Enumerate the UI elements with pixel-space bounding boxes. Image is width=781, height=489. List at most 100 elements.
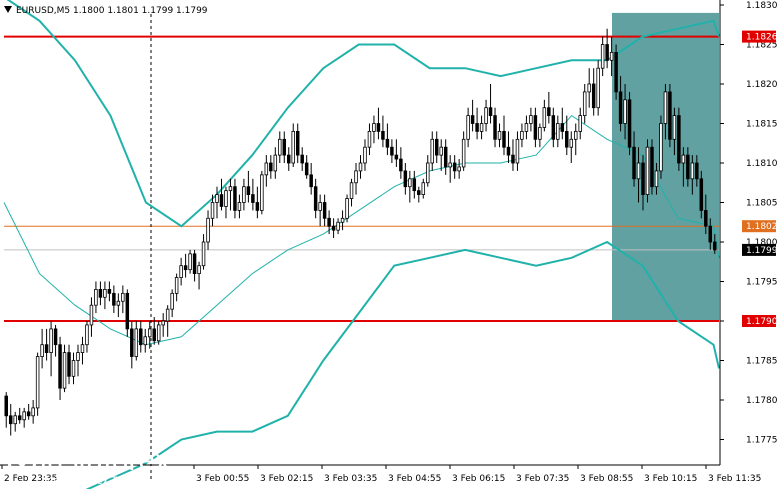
candle-body-150	[677, 115, 681, 164]
candle-body-155	[699, 178, 704, 211]
candle-body-57	[260, 174, 264, 211]
watermark-logo: instaforex Instant Forex Trading	[7, 444, 170, 487]
candle-body-12	[58, 344, 62, 389]
candle-body-27	[125, 292, 130, 330]
y-tick-label-4: 1.1810	[746, 159, 778, 169]
candle-body-149	[672, 115, 677, 140]
candle-body-136	[614, 52, 618, 93]
y-tick-label-10: 1.1780	[746, 396, 778, 406]
candle-body-50	[228, 186, 233, 192]
candle-body-122	[551, 115, 556, 140]
candle-body-68	[309, 174, 313, 188]
candle-body-16	[76, 352, 80, 361]
candle-body-158	[713, 241, 717, 251]
candle-body-25	[116, 300, 121, 306]
candle-body-153	[690, 162, 695, 180]
y-tick-label-5: 1.1805	[746, 199, 778, 209]
candle-body-0	[4, 395, 8, 417]
candle-body-4	[22, 411, 26, 421]
candle-body-108	[488, 107, 493, 116]
candle-body-124	[560, 123, 565, 132]
candle-body-85	[385, 138, 390, 148]
candle-body-120	[542, 107, 547, 128]
candle-body-62	[282, 138, 287, 156]
candle-body-1	[8, 415, 13, 425]
candle-body-156	[704, 209, 708, 227]
candle-body-51	[233, 186, 237, 211]
candle-body-37	[170, 292, 174, 310]
candle-body-77	[349, 182, 354, 199]
candle-body-133	[600, 44, 605, 69]
candle-body-107	[484, 107, 488, 124]
candle-body-14	[67, 352, 71, 377]
candle-body-36	[165, 308, 170, 322]
highlight-zone	[612, 12, 719, 322]
candle-body-113	[511, 154, 515, 164]
candle-body-137	[618, 91, 623, 124]
candle-body-20	[94, 288, 98, 306]
candle-body-116	[524, 123, 529, 132]
horizontal-levels-layer	[4, 35, 719, 322]
y-tick-label-9: 1.1785	[746, 357, 778, 367]
candle-body-70	[318, 202, 322, 211]
candle-body-31	[143, 336, 148, 346]
candle-body-104	[470, 115, 475, 124]
candle-body-157	[708, 225, 713, 243]
x-tick-label-5: 3 Feb 06:15	[452, 474, 505, 484]
current-price-badge	[742, 243, 776, 256]
candle-body-63	[287, 154, 291, 164]
candle-body-98	[443, 146, 448, 168]
symbol-header: EURUSD,M5 1.1800 1.1801 1.1799 1.1799	[4, 6, 208, 16]
candle-body-154	[695, 162, 699, 180]
candle-body-146	[659, 123, 663, 172]
band-middle	[3, 114, 720, 346]
candle-body-71	[322, 202, 327, 219]
candle-body-87	[394, 154, 399, 160]
candle-body-105	[475, 123, 479, 132]
candle-body-39	[179, 265, 183, 278]
candle-body-40	[183, 265, 188, 271]
candle-body-79	[358, 162, 363, 172]
candle-body-42	[192, 253, 197, 275]
symbol-title: EURUSD,M5 1.1800 1.1801 1.1799 1.1799	[16, 6, 208, 16]
candle-body-126	[569, 138, 574, 148]
candle-body-95	[430, 138, 434, 164]
candle-body-76	[345, 198, 349, 219]
candle-body-94	[426, 162, 430, 184]
candle-body-47	[215, 194, 219, 203]
x-tick-label-7: 3 Feb 08:55	[580, 474, 633, 484]
candle-body-138	[623, 99, 627, 124]
candle-body-3	[17, 415, 22, 421]
candle-body-80	[363, 146, 367, 164]
candle-body-147	[663, 91, 668, 124]
x-tick-label-2: 3 Feb 02:15	[260, 474, 313, 484]
candle-body-88	[399, 158, 403, 172]
candle-body-117	[529, 115, 533, 124]
watermark-brand: instaforex	[40, 444, 170, 477]
candle-body-129	[582, 91, 587, 117]
bollinger-bands-layer	[3, 0, 720, 489]
candle-body-48	[219, 194, 224, 207]
candles-layer	[4, 28, 717, 436]
candle-body-84	[381, 130, 385, 140]
candle-body-145	[654, 170, 659, 188]
candle-body-114	[515, 138, 520, 164]
candle-body-6	[31, 407, 35, 417]
candle-body-64	[291, 130, 295, 164]
candle-body-132	[596, 67, 600, 109]
x-tick-label-9: 3 Feb 11:35	[708, 474, 761, 484]
candle-body-23	[107, 288, 112, 294]
candle-body-30	[139, 328, 143, 346]
candle-body-143	[645, 146, 650, 195]
candle-body-93	[421, 182, 426, 195]
y-tick-label-3: 1.1815	[746, 120, 778, 130]
candle-body-56	[255, 202, 260, 211]
candle-body-140	[632, 146, 636, 180]
candle-body-83	[376, 123, 381, 132]
candle-body-106	[479, 123, 484, 132]
candle-body-28	[130, 328, 134, 357]
level-badge-1	[742, 220, 776, 233]
candle-body-7	[35, 356, 40, 409]
candle-body-26	[121, 292, 125, 302]
